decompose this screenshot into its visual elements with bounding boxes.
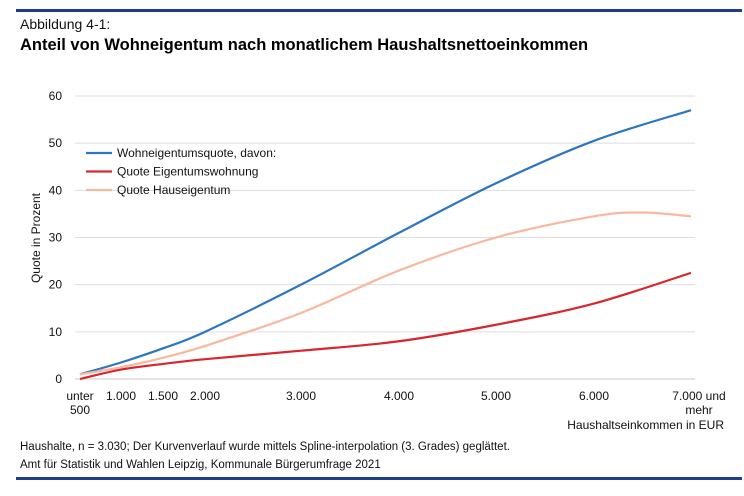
x-tick-label: 5.000 xyxy=(481,389,511,403)
x-tick-label: 4.000 xyxy=(384,389,414,403)
x-axis-label: Haushaltseinkommen in EUR xyxy=(567,418,724,432)
y-axis-label: Quote in Prozent xyxy=(29,192,43,283)
bottom-rule xyxy=(16,477,742,480)
x-tick-label: 2.000 xyxy=(190,389,220,403)
y-tick-label: 0 xyxy=(55,372,62,386)
x-tick-label: unter 500 xyxy=(66,389,93,417)
legend-label: Quote Hauseigentum xyxy=(117,183,230,197)
y-tick-label: 30 xyxy=(49,231,63,245)
x-tick-label: 1.500 xyxy=(148,389,178,403)
legend-label: Wohneigentumsquote, davon: xyxy=(117,146,276,160)
chart-title: Anteil von Wohneigentum nach monatlichem… xyxy=(20,36,589,54)
note-source: Amt für Statistik und Wahlen Leipzig, Ko… xyxy=(20,459,381,471)
series-line-0 xyxy=(79,109,692,376)
y-tick-label: 50 xyxy=(49,136,63,150)
y-tick-label: 60 xyxy=(49,89,63,103)
series-line-1 xyxy=(79,271,692,381)
figure-label: Abbildung 4-1: xyxy=(20,16,111,32)
y-tick-label: 20 xyxy=(49,278,63,292)
x-tick-label: 3.000 xyxy=(286,389,316,403)
y-tick-label: 10 xyxy=(49,325,63,339)
series-line-2 xyxy=(79,211,692,376)
x-tick-label: 1.000 xyxy=(106,389,136,403)
x-tick-label: 6.000 xyxy=(579,389,609,403)
note-sample: Haushalte, n = 3.030; Der Kurvenverlauf … xyxy=(20,441,510,453)
y-tick-label: 40 xyxy=(49,183,63,197)
top-rule xyxy=(16,9,742,12)
legend-label: Quote Eigentumswohnung xyxy=(117,165,258,179)
x-tick-label: 7.000 und mehr xyxy=(672,389,725,417)
